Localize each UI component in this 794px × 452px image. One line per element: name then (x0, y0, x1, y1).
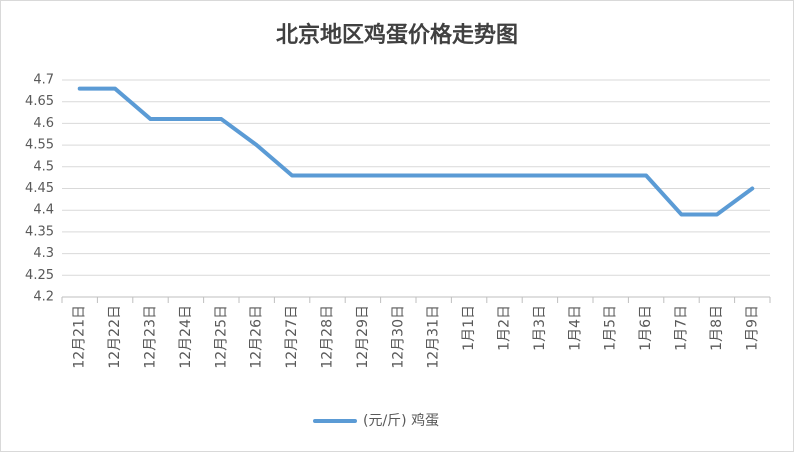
x-tick-label: 1月4日 (567, 305, 583, 351)
x-tick-label: 1月3日 (532, 305, 548, 351)
x-tick-label: 12月28日 (320, 305, 336, 369)
x-tick-label: 12月25日 (213, 305, 229, 369)
y-tick-label: 4.2 (33, 290, 54, 305)
y-tick-label: 4.65 (25, 94, 54, 109)
x-tick-label: 12月23日 (143, 305, 159, 369)
x-tick-label: 12月27日 (284, 305, 300, 369)
legend-label: (元/斤) 鸡蛋 (363, 412, 439, 429)
x-tick-label: 12月26日 (249, 305, 265, 369)
x-tick-label: 12月22日 (107, 305, 123, 369)
y-tick-label: 4.25 (25, 268, 54, 283)
data-line (77, 86, 755, 217)
x-tick-label: 12月30日 (390, 305, 406, 369)
y-tick-label: 4.35 (25, 224, 54, 239)
x-tick-label: 1月5日 (603, 305, 619, 351)
x-tick-label: 1月9日 (744, 305, 760, 351)
x-tick-label: 1月2日 (497, 305, 513, 351)
x-tick-label: 12月24日 (178, 305, 194, 369)
chart-title: 北京地区鸡蛋价格走势图 (276, 22, 518, 48)
x-tick-label: 12月21日 (72, 305, 88, 369)
y-tick-label: 4.55 (25, 138, 54, 153)
x-tick-label: 1月8日 (709, 305, 725, 351)
y-tick-label: 4.4 (33, 203, 54, 218)
y-tick-label: 4.7 (33, 73, 54, 88)
y-tick-label: 4.5 (33, 159, 54, 174)
x-tick-label: 12月31日 (426, 305, 442, 369)
y-tick-label: 4.3 (33, 246, 54, 261)
x-tick-label: 1月1日 (461, 305, 477, 351)
x-tick-label: 12月29日 (355, 305, 371, 369)
y-tick-label: 4.45 (25, 181, 54, 196)
y-tick-label: 4.6 (33, 116, 54, 131)
x-tick-label: 1月6日 (638, 305, 654, 351)
x-tick-label: 1月7日 (674, 305, 690, 351)
